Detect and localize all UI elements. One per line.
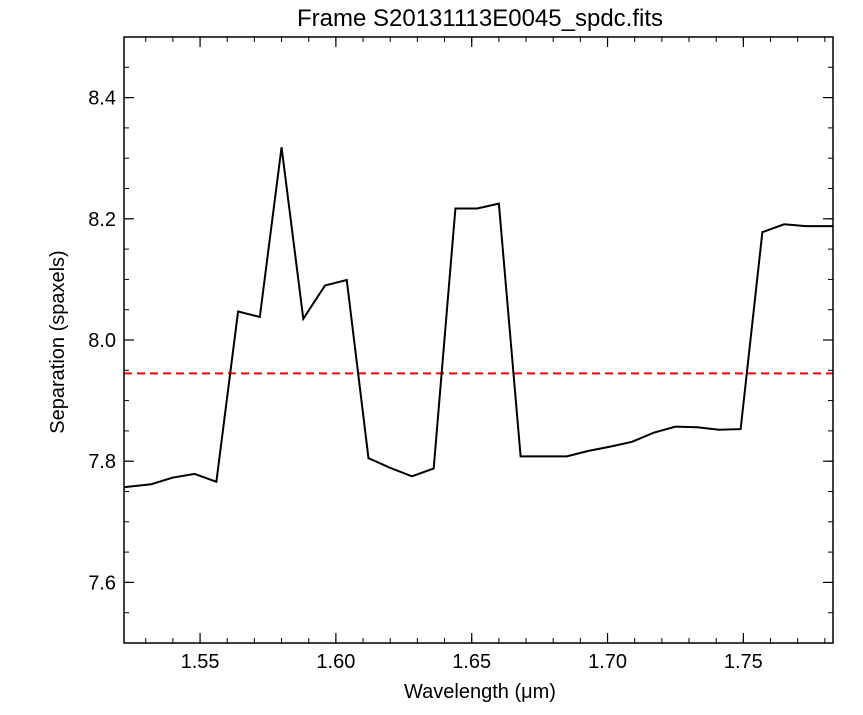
- x-axis-title-unit: μm: [521, 681, 549, 703]
- x-tick-label: 1.55: [181, 651, 220, 673]
- y-tick-label: 8.0: [88, 330, 116, 352]
- y-tick-label: 7.6: [88, 572, 116, 594]
- x-tick-label: 1.75: [724, 651, 763, 673]
- y-tick-label: 7.8: [88, 451, 116, 473]
- tick-labels: 1.55 1.60 1.65 1.70 1.75 7.6 7.8 8.0 8.2 8.4: [88, 88, 763, 673]
- plot-frame: [123, 36, 834, 644]
- x-tick-label: 1.60: [316, 651, 355, 673]
- x-tick-label: 1.65: [452, 651, 491, 673]
- y-axis-title: Separation (spaxels): [47, 250, 69, 433]
- x-axis-title-prefix: Wavelength (: [404, 681, 521, 703]
- axis-ticks: [124, 36, 833, 644]
- plot-area: [124, 147, 833, 489]
- y-tick-label: 8.2: [88, 209, 116, 231]
- x-axis-title-suffix: ): [549, 681, 556, 703]
- series-line: [124, 147, 833, 489]
- y-tick-label: 8.4: [88, 88, 116, 110]
- x-tick-label: 1.70: [588, 651, 627, 673]
- chart-title: Frame S20131113E0045_spdc.fits: [297, 5, 663, 32]
- x-axis-title: Wavelength (μm): [404, 681, 556, 703]
